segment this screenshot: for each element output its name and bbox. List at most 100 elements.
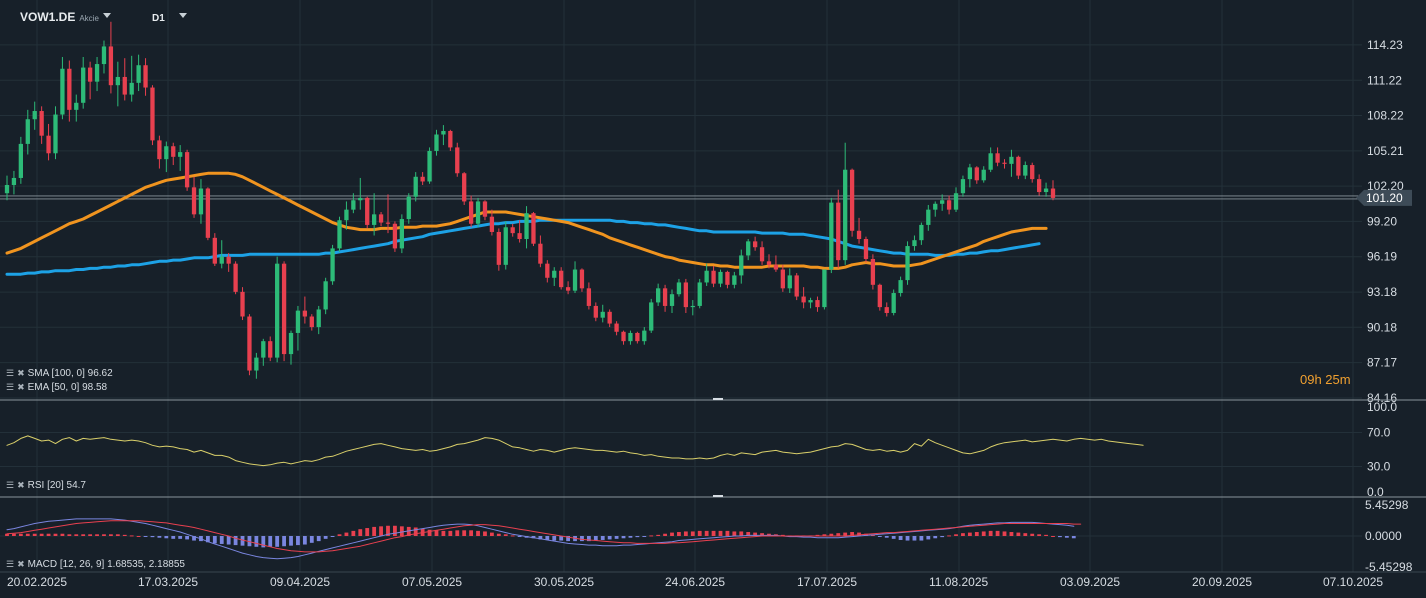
candle-body [815,300,820,308]
macd-histogram-bar [427,529,432,536]
ema-legend[interactable]: ☰ ✖ EMA [50, 0] 98.58 [6,382,107,393]
candle-body [392,223,398,249]
candle-body [572,269,578,291]
candle-body [995,153,1000,163]
close-icon[interactable]: ✖ [17,559,25,569]
candle [74,94,79,122]
close-icon[interactable]: ✖ [17,382,25,392]
candle-body [953,193,959,210]
candle [635,331,640,344]
macd-histogram-bar [580,536,584,542]
macd-histogram-bar [898,536,903,540]
candle [510,223,515,237]
candle-body [856,230,862,240]
candle-body [482,201,488,217]
candle-body [247,316,252,371]
candle-body [67,68,72,110]
timeframe-dropdown-icon[interactable] [179,13,187,18]
candle-body [538,243,543,264]
y-tick-label: 96.19 [1367,250,1397,264]
macd-histogram-bar [857,532,861,536]
macd-histogram-bar [316,536,321,542]
candle [489,209,495,236]
macd-histogram-bar [379,526,383,536]
macd-histogram-bar [39,533,44,536]
settings-icon[interactable]: ☰ [6,382,15,392]
settings-icon[interactable]: ☰ [6,368,15,378]
settings-icon[interactable]: ☰ [6,480,15,490]
candle [808,297,813,309]
candle [39,106,44,144]
macd-histogram-bar [1058,536,1062,538]
candle-body [205,188,211,238]
candle [60,57,65,120]
macd-histogram-bar [725,530,730,536]
candle-body [462,173,467,202]
candle [4,175,10,201]
candle [676,278,682,297]
macd-histogram-bar [143,536,148,537]
sma-legend[interactable]: ☰ ✖ SMA [100, 0] 96.62 [6,368,113,379]
macd-tick-label: 0.0000 [1365,529,1402,543]
candle [552,267,557,286]
macd-histogram-bar [621,536,626,539]
candle-body [233,263,238,292]
candle-body [732,275,737,285]
macd-histogram-bar [102,534,106,536]
candle-body [891,293,896,313]
macd-histogram-bar [732,531,737,536]
candle [108,21,114,94]
rsi-legend[interactable]: ☰ ✖ RSI [20] 54.7 [6,480,86,491]
candle [669,289,675,313]
candle [378,212,384,227]
x-tick-label: 17.03.2025 [138,575,198,589]
candle-body [912,240,917,247]
candle-body [330,248,335,282]
macd-histogram-bar [74,534,79,536]
candle-body [545,263,550,278]
settings-icon[interactable]: ☰ [6,559,15,569]
macd-legend[interactable]: ☰ ✖ MACD [12, 26, 9] 1.68535, 2.18855 [6,559,185,570]
macd-tick-label: 5.45298 [1365,498,1409,512]
candle [988,147,993,173]
macd-histogram-bar [171,536,176,539]
candle-body [863,239,869,259]
candle-body [219,256,224,264]
candle [344,201,349,230]
close-icon[interactable]: ✖ [17,368,25,378]
timeframe-label[interactable]: D1 [152,13,165,24]
candle [531,212,536,247]
macd-line [6,518,1075,560]
candle-body [136,65,141,83]
macd-histogram-bar [642,536,647,537]
panel-resize-handle [713,495,723,497]
candle [25,109,30,155]
candle [281,261,287,362]
candle-body [358,197,363,201]
candle [295,305,301,351]
candle-body [579,269,585,289]
symbol-label[interactable]: VOW1.DE [20,10,76,24]
macd-histogram-bar [406,526,411,536]
symbol-selector[interactable]: VOW1.DE Akcie [20,10,99,24]
macd-histogram-bar [219,536,224,544]
candle-body [254,357,259,371]
x-tick-label: 11.08.2025 [929,575,988,589]
macd-histogram-bar [981,531,986,536]
macd-histogram-bar [115,534,120,536]
candle-body [39,111,44,136]
candle-body [1023,165,1028,176]
close-icon[interactable]: ✖ [17,480,25,490]
candle [268,336,273,362]
y-tick-label: 99.20 [1367,214,1397,228]
macd-histogram-bar [940,536,945,538]
candle-body [344,209,349,221]
y-tick-label: 90.18 [1367,320,1397,334]
candle [565,281,571,295]
candle [683,278,689,313]
symbol-dropdown-icon[interactable] [103,13,111,18]
candle-body [829,202,834,270]
macd-histogram-bar [656,534,661,536]
macd-histogram-bar [185,536,190,540]
